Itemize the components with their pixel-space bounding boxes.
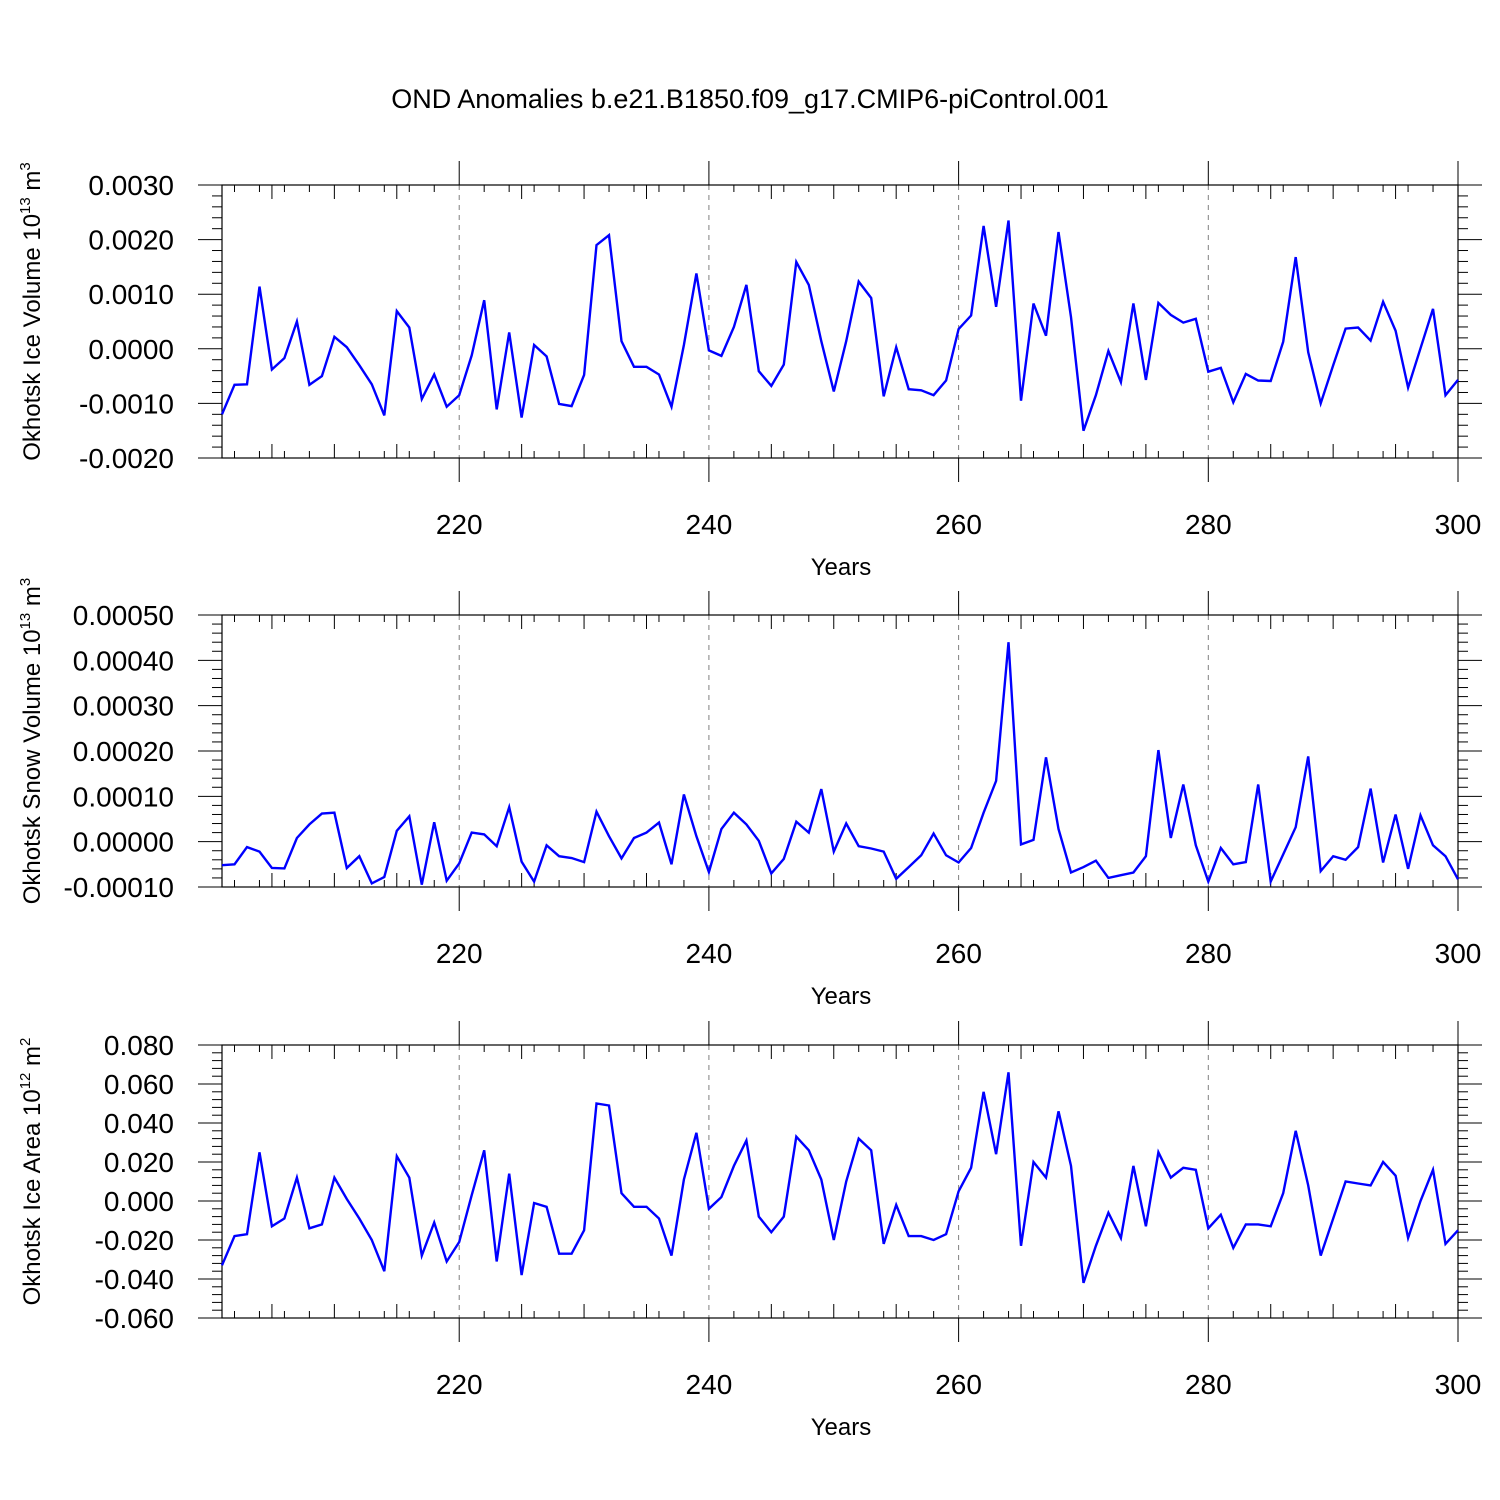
y-tick-label: 0.0000 xyxy=(88,334,174,365)
figure-title: OND Anomalies b.e21.B1850.f09_g17.CMIP6-… xyxy=(391,84,1109,114)
y-tick-label: -0.040 xyxy=(95,1264,174,1295)
y-axis-label: Okhotsk Ice Volume 1013 m3 xyxy=(17,162,46,461)
chart-panel-1: 220 240 260 280 300 -0.0020 -0.0010 0.0000 0.001… xyxy=(17,161,1482,581)
y-tick-label: 0.00040 xyxy=(73,645,174,676)
x-tick-label: 280 xyxy=(1185,1369,1232,1400)
x-tick-label: 240 xyxy=(686,938,733,969)
x-tick-label: 220 xyxy=(436,1369,483,1400)
x-tick-label: 280 xyxy=(1185,509,1232,540)
x-tick-label: 260 xyxy=(935,509,982,540)
y-tick-label: 0.000 xyxy=(104,1186,174,1217)
x-tick-label: 280 xyxy=(1185,938,1232,969)
y-tick-label: 0.0010 xyxy=(88,279,174,310)
y-tick-label: 0.020 xyxy=(104,1147,174,1178)
plot-frame xyxy=(221,184,1459,459)
x-tick-label: 260 xyxy=(935,938,982,969)
x-tick-label: 240 xyxy=(686,509,733,540)
y-tick-label: 0.040 xyxy=(104,1108,174,1139)
y-tick-label: 0.00030 xyxy=(73,691,174,722)
x-tick-label: 300 xyxy=(1435,509,1482,540)
y-tick-label: -0.0020 xyxy=(79,443,174,474)
series-line-1 xyxy=(221,642,1460,886)
x-axis-label: Years xyxy=(811,554,872,581)
y-tick-label: -0.060 xyxy=(95,1303,174,1334)
plot-frame xyxy=(221,1044,1459,1319)
x-tick-label: 240 xyxy=(686,1369,733,1400)
series-line-1 xyxy=(220,1072,1459,1284)
series-line-1 xyxy=(220,220,1459,432)
y-tick-label: 0.00000 xyxy=(73,827,174,858)
y-tick-label: 0.0020 xyxy=(88,225,174,256)
y-tick-label: 0.00050 xyxy=(73,600,174,631)
chart-panel-3: 220 240 260 280 300 -0.060 -0.040 -0.020 0.000 0.… xyxy=(17,1021,1482,1441)
x-tick-label: 220 xyxy=(436,509,483,540)
y-tick-label: -0.020 xyxy=(95,1225,174,1256)
x-axis-label: Years xyxy=(811,1414,872,1441)
y-tick-label: 0.00020 xyxy=(73,736,174,767)
y-tick-label: 0.060 xyxy=(104,1069,174,1100)
y-tick-label: 0.00010 xyxy=(73,781,174,812)
y-tick-label: 0.080 xyxy=(104,1030,174,1061)
chart-panel-2: 220 240 260 280 300 -0.00010 0.00000 0.00010 0.0… xyxy=(17,578,1482,1010)
x-tick-label: 260 xyxy=(935,1369,982,1400)
x-tick-label: 300 xyxy=(1435,1369,1482,1400)
y-tick-label: -0.00010 xyxy=(63,872,174,903)
y-tick-label: 0.0030 xyxy=(88,170,174,201)
y-tick-label: -0.0010 xyxy=(79,388,174,419)
y-axis-label: Okhotsk Snow Volume 1013 m3 xyxy=(17,578,46,905)
plot-frame xyxy=(221,614,1459,888)
x-tick-label: 220 xyxy=(436,938,483,969)
x-axis-label: Years xyxy=(811,983,872,1010)
y-axis-label: Okhotsk Ice Area 1012 m2 xyxy=(17,1038,46,1306)
x-tick-label: 300 xyxy=(1435,938,1482,969)
